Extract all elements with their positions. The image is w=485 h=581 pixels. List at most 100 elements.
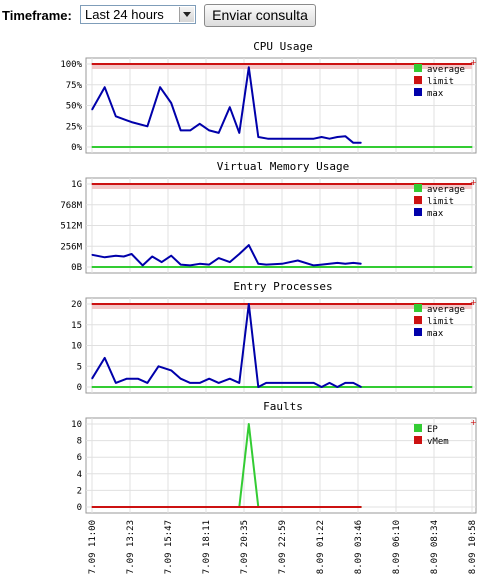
legend-swatch-average — [414, 304, 422, 312]
legend-label-ep: EP — [427, 425, 438, 435]
data-point-max — [126, 378, 128, 380]
y-tick-label: 5 — [77, 362, 82, 372]
series-line-max — [91, 244, 362, 267]
legend-swatch-average — [414, 64, 422, 72]
data-point-average — [91, 386, 93, 388]
data-point-max — [142, 264, 144, 266]
legend-swatch-max — [414, 88, 422, 96]
data-point-max — [170, 369, 172, 371]
data-point-max — [208, 129, 210, 131]
data-point-max — [248, 303, 250, 305]
data-point-max — [218, 132, 220, 134]
y-tick-label: 75% — [66, 81, 83, 91]
data-point-max — [328, 263, 331, 265]
data-point-average — [471, 266, 473, 268]
data-point-average — [91, 266, 93, 268]
y-tick-label: 512M — [60, 222, 82, 232]
data-point-max — [360, 386, 362, 388]
data-point-max — [313, 264, 315, 266]
data-point-max — [352, 262, 354, 264]
data-point-max — [336, 386, 338, 388]
data-point-max — [297, 382, 299, 384]
timeframe-selected-value: Last 24 hours — [85, 7, 164, 22]
y-tick-label: 50% — [66, 102, 83, 112]
data-point-max — [159, 86, 161, 88]
y-tick-label: 6 — [77, 453, 82, 463]
data-point-max — [257, 136, 259, 138]
legend-label-average: average — [427, 305, 465, 315]
data-point-max — [146, 382, 148, 384]
data-point-max — [352, 142, 354, 144]
data-point-max — [91, 109, 93, 111]
data-point-max — [123, 255, 125, 258]
legend-label-max: max — [427, 89, 444, 99]
data-point-max — [199, 263, 201, 265]
data-point-max — [180, 129, 182, 131]
x-tick-label: 7.09 22:59 — [278, 520, 288, 574]
data-point-average — [471, 146, 473, 148]
data-point-max — [218, 257, 220, 259]
data-point-max — [115, 382, 117, 384]
legend-swatch-limit — [414, 76, 422, 84]
data-point-max — [238, 132, 240, 134]
data-point-average — [91, 146, 93, 148]
y-tick-label: 15 — [71, 321, 82, 331]
data-point-max — [352, 382, 354, 384]
data-point-max — [115, 255, 117, 257]
data-point-max — [257, 386, 259, 388]
data-point-max — [189, 264, 191, 266]
data-point-max — [189, 129, 191, 131]
data-point-max — [321, 264, 323, 266]
data-point-max — [104, 256, 106, 258]
legend-label-max: max — [427, 329, 444, 339]
x-tick-label: 7.09 11:00 — [88, 520, 98, 574]
data-point-max — [157, 365, 160, 367]
y-tick-label: 256M — [60, 242, 82, 252]
data-point-max — [313, 382, 315, 384]
data-point-max — [238, 253, 240, 255]
chart-title: CPU Usage — [253, 40, 313, 53]
y-tick-label: 100% — [60, 60, 82, 70]
y-tick-label: 0 — [77, 383, 82, 393]
legend-label-average: average — [427, 65, 465, 75]
data-point-max — [170, 255, 172, 257]
data-point-max — [146, 125, 148, 127]
data-point-max — [218, 382, 220, 384]
data-point-limit — [91, 303, 93, 305]
data-point-max — [248, 66, 250, 68]
data-point-max — [281, 263, 283, 265]
data-point-max — [161, 261, 163, 263]
timeframe-select[interactable]: Last 24 hours — [80, 5, 196, 24]
y-tick-label: 10 — [71, 420, 82, 430]
series-line-max — [91, 66, 362, 144]
y-tick-label: 8 — [77, 437, 82, 447]
data-point-max — [104, 357, 106, 359]
data-point-max — [199, 123, 201, 125]
x-tick-label: 7.09 20:35 — [240, 520, 250, 574]
data-point-average — [471, 386, 473, 388]
legend-label-limit: limit — [427, 77, 454, 87]
data-point-max — [344, 263, 346, 265]
dropdown-arrow-icon[interactable] — [179, 7, 194, 22]
y-tick-label: 25% — [66, 122, 83, 132]
timeframe-label: Timeframe: — [2, 8, 72, 23]
data-point-max — [336, 262, 338, 264]
plot-frame — [85, 417, 477, 514]
data-point-max — [180, 264, 182, 266]
data-point-max — [360, 142, 362, 144]
x-tick-label: 8.09 06:10 — [392, 520, 402, 574]
legend-swatch-max — [414, 328, 422, 336]
x-tick-label: 8.09 01:22 — [316, 520, 326, 574]
y-tick-label: 10 — [71, 342, 82, 352]
data-point-max — [131, 121, 133, 123]
x-tick-label: 8.09 10:58 — [468, 520, 478, 574]
data-point-max — [344, 382, 346, 384]
data-point-max — [229, 378, 231, 380]
data-point-max — [91, 254, 93, 256]
submit-query-button[interactable]: Enviar consulta — [204, 4, 316, 27]
data-point-max — [238, 382, 240, 384]
chart-3: Faults 0 2 4 6 8 10 EP vMem + — [71, 400, 477, 514]
legend-label-vmem: vMem — [427, 437, 449, 447]
data-point-limit — [91, 183, 93, 185]
